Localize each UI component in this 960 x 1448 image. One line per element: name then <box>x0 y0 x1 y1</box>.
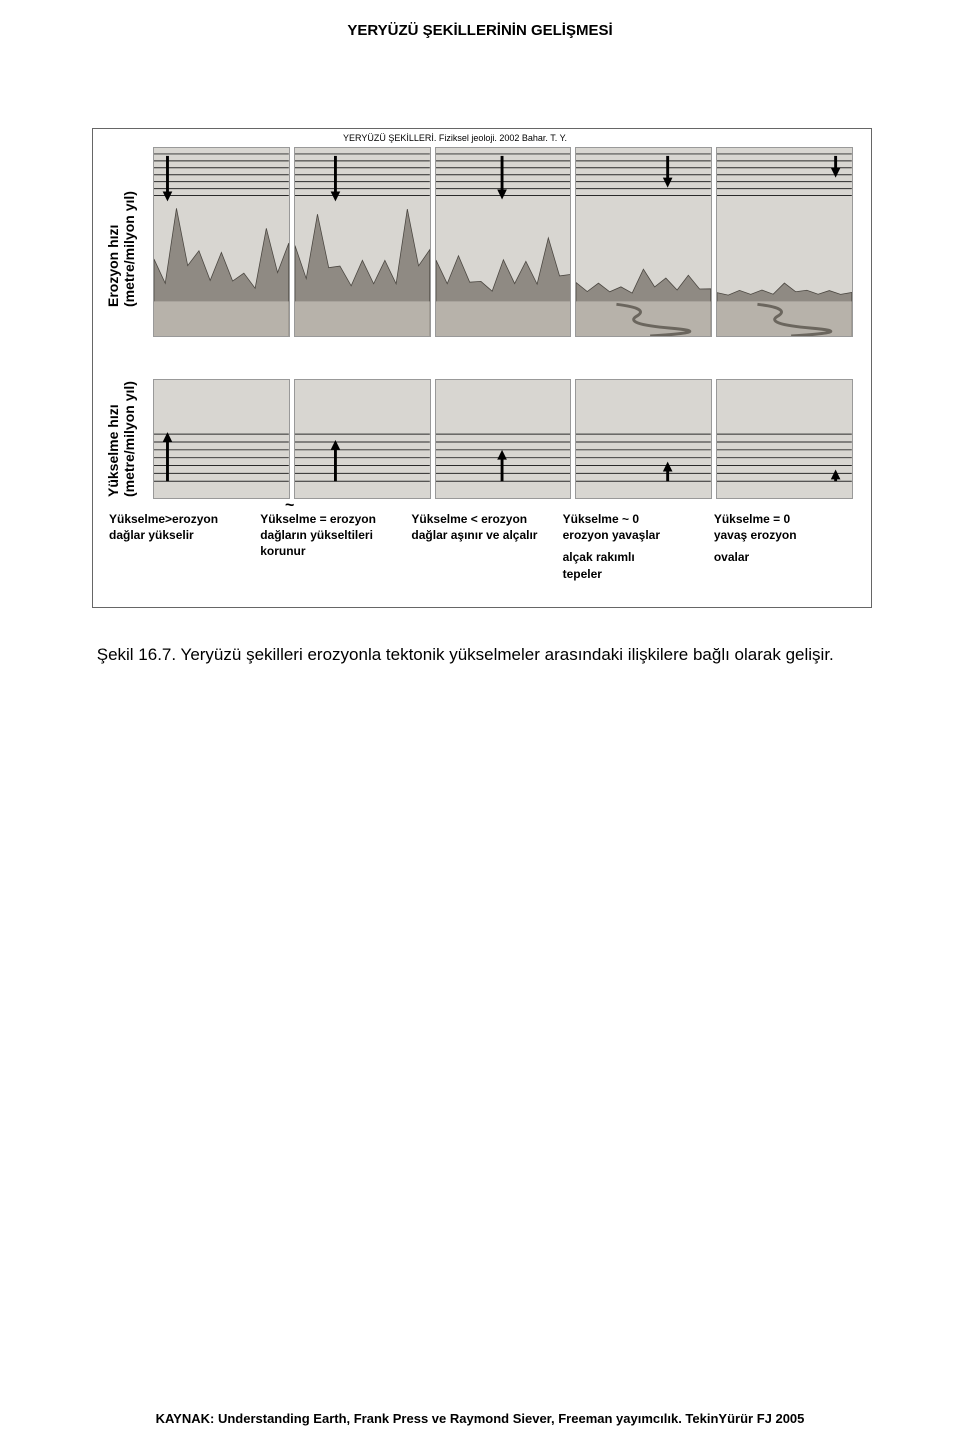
caption-bold: Şekil 16.7. <box>97 645 176 664</box>
col-line: yavaş erozyon <box>714 527 857 543</box>
figure-col-label: Yükselme>erozyon dağlar yükselir <box>105 509 256 584</box>
uplift-panel <box>294 379 431 499</box>
erosion-panel <box>294 147 431 337</box>
figure-col-label: Yükselme = erozyon dağların yükseltileri… <box>256 509 407 584</box>
y-axis-bottom-line2: (metre/milyon yıl) <box>121 381 137 497</box>
caption-rest: Yeryüzü şekilleri erozyonla tektonik yük… <box>176 645 834 664</box>
uplift-panel <box>575 379 712 499</box>
col-line: dağlar yükselir <box>109 527 252 543</box>
erosion-panels-row <box>153 147 853 337</box>
y-axis-bottom-line1: Yükselme hızı <box>105 404 121 497</box>
y-axis-label-top: Erozyon hızı (metre/milyon yıl) <box>105 191 137 307</box>
col-line: ovalar <box>714 549 857 565</box>
col-line: Yükselme = erozyon <box>260 511 403 527</box>
col-line: dağların yükseltileri <box>260 527 403 543</box>
figure-col-label: Yükselme < erozyon dağlar aşınır ve alça… <box>407 509 558 584</box>
col-line: erozyon yavaşlar <box>563 527 706 543</box>
figure-column-labels: Yükselme>erozyon dağlar yükselir Yükselm… <box>105 509 861 584</box>
uplift-panels-row <box>153 379 853 499</box>
page-footer: KAYNAK: Understanding Earth, Frank Press… <box>0 1411 960 1426</box>
col-line: Yükselme < erozyon <box>411 511 554 527</box>
erosion-panel <box>575 147 712 337</box>
y-axis-top-line1: Erozyon hızı <box>105 225 121 307</box>
uplift-panel <box>435 379 572 499</box>
erosion-panel <box>153 147 290 337</box>
figure-box: YERYÜZÜ ŞEKİLLERİ. Fiziksel jeoloji. 200… <box>92 128 872 608</box>
figure-inner-credit: YERYÜZÜ ŞEKİLLERİ. Fiziksel jeoloji. 200… <box>343 133 567 143</box>
figure-col-label: Yükselme = 0 yavaş erozyon ovalar <box>710 509 861 584</box>
figure-caption: Şekil 16.7. Yeryüzü şekilleri erozyonla … <box>92 638 872 672</box>
erosion-panel <box>716 147 853 337</box>
col-line: dağlar aşınır ve alçalır <box>411 527 554 543</box>
page-header: YERYÜZÜ ŞEKİLLERİNİN GELİŞMESİ <box>0 22 960 39</box>
uplift-panel <box>716 379 853 499</box>
col-line: Yükselme>erozyon <box>109 511 252 527</box>
col-line: korunur <box>260 543 403 559</box>
col-line: Yükselme ~ 0 <box>563 511 706 527</box>
uplift-panel <box>153 379 290 499</box>
col-line: Yükselme = 0 <box>714 511 857 527</box>
figure-col-label: Yükselme ~ 0 erozyon yavaşlar alçak rakı… <box>559 509 710 584</box>
col-line: tepeler <box>563 566 706 582</box>
y-axis-label-bottom: Yükselme hızı (metre/milyon yıl) <box>105 381 137 497</box>
col-line: alçak rakımlı <box>563 549 706 565</box>
y-axis-top-line2: (metre/milyon yıl) <box>121 191 137 307</box>
erosion-panel <box>435 147 572 337</box>
